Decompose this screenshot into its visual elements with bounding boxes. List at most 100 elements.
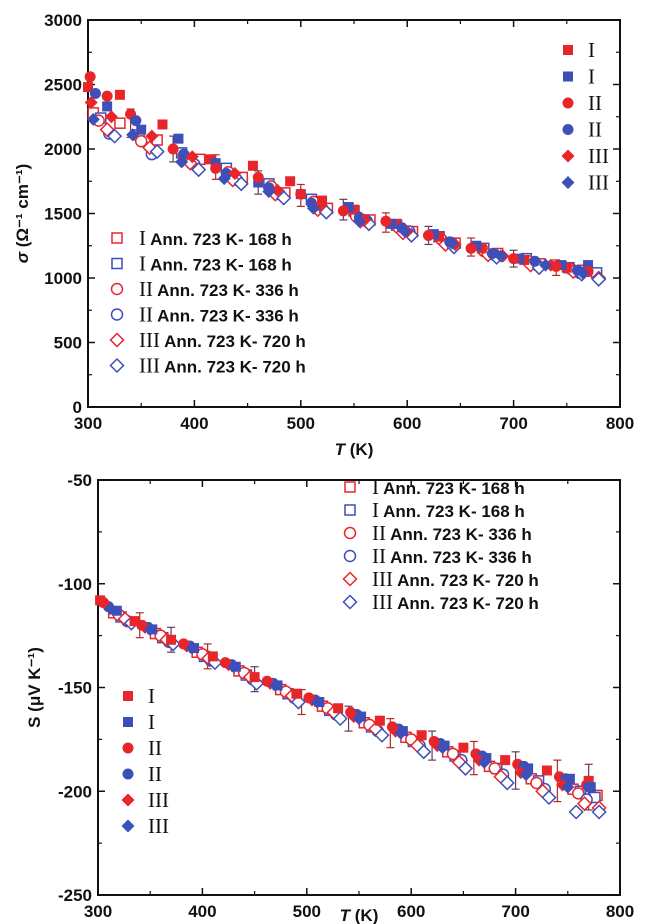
data-point xyxy=(561,780,575,794)
data-point xyxy=(295,188,307,200)
data-point xyxy=(445,236,459,250)
legend-label: I Ann. 723 K- 168 h xyxy=(139,252,292,276)
series-filled-circle-red xyxy=(97,596,593,791)
conductivity-chart: 300 400 500 600 700 800 0 500 1000 1500 2000 2500 30… xyxy=(13,11,634,459)
legend-entry: I Ann. 723 K- 168 h xyxy=(111,226,292,250)
legend-marker xyxy=(344,481,356,493)
legend-roman: II xyxy=(372,521,386,545)
data-point xyxy=(477,755,491,769)
legend-marker xyxy=(109,332,125,348)
legend-entry: I Ann. 723 K- 168 h xyxy=(344,498,525,522)
legend-label: II Ann. 723 K- 336 h xyxy=(139,277,299,301)
data-point xyxy=(494,249,508,263)
data-point xyxy=(130,115,142,127)
data-point xyxy=(499,775,515,791)
data-point xyxy=(185,150,199,164)
legend-label: II Ann. 723 K- 336 h xyxy=(372,521,532,545)
data-point xyxy=(458,742,469,753)
axis-ticks: 300 400 500 600 700 800 -250 -200 -150 -100 -50 xyxy=(58,471,634,921)
data-point xyxy=(126,128,140,142)
y-tick-label: -250 xyxy=(58,886,92,905)
legend-marker xyxy=(111,257,123,270)
x-tick-label: 800 xyxy=(606,414,634,433)
legend-label: I Ann. 723 K- 168 h xyxy=(372,475,525,499)
series-filled-circle-blue xyxy=(102,601,595,793)
seebeck-chart: 300 400 500 600 700 800-250-200-150-100-50 II… xyxy=(25,471,634,924)
data-point xyxy=(500,755,511,766)
data-point xyxy=(583,260,594,271)
legend-entry: I Ann. 723 K- 168 h xyxy=(344,475,525,499)
legend-marker xyxy=(342,571,358,587)
legend-label: II xyxy=(148,736,162,760)
x-axis-label: T (K) xyxy=(335,440,374,459)
legend-text: Ann. 723 K- 720 h xyxy=(393,594,539,613)
y-tick-label: 1500 xyxy=(44,205,82,224)
y-tick-label: -50 xyxy=(67,471,92,490)
x-tick-label: 800 xyxy=(606,902,634,921)
series-filled-square-red xyxy=(95,595,594,786)
data-point xyxy=(104,602,118,616)
legend-roman: I xyxy=(372,475,379,499)
data-point xyxy=(185,641,199,655)
data-point xyxy=(380,215,392,227)
data-point xyxy=(349,204,359,215)
legend-marker xyxy=(109,357,125,374)
data-point xyxy=(541,789,557,806)
legend-entry: I xyxy=(123,710,155,734)
y-tick-label: 0 xyxy=(73,398,82,417)
data-point xyxy=(457,760,474,776)
legend-label: III Ann. 723 K- 720 h xyxy=(372,590,539,614)
legend-entry: III xyxy=(561,171,609,195)
y-axis-label: S (μV K⁻¹) xyxy=(25,647,44,728)
legend-label: III xyxy=(588,144,609,168)
data-point xyxy=(591,271,607,287)
legend-text: Ann. 723 K- 720 h xyxy=(393,571,539,590)
legend-label: II xyxy=(148,762,162,786)
data-point xyxy=(416,744,432,760)
legend-label: I xyxy=(148,684,155,708)
x-tick-label: 700 xyxy=(501,902,529,921)
data-point xyxy=(102,101,113,112)
x-axis-unit: (K) xyxy=(350,906,378,924)
x-axis-variable: T xyxy=(335,440,347,459)
data-point xyxy=(268,678,282,692)
legend-marker xyxy=(121,793,135,807)
data-series xyxy=(83,71,607,287)
legend-marker xyxy=(122,768,134,780)
legend-entry: II Ann. 723 K- 336 h xyxy=(110,303,299,327)
data-point xyxy=(446,747,460,761)
data-point xyxy=(114,117,126,129)
data-point xyxy=(391,218,402,229)
data-point xyxy=(86,112,100,126)
data-point xyxy=(343,202,354,213)
data-point xyxy=(422,229,434,241)
data-point xyxy=(166,634,177,645)
y-tick-label: 2000 xyxy=(44,140,82,159)
legend-marker xyxy=(343,549,357,563)
legend-label: II Ann. 723 K- 336 h xyxy=(372,544,532,568)
legend-label: III Ann. 723 K- 720 h xyxy=(139,354,306,378)
legend-entry: I xyxy=(123,684,155,708)
y-axis-unit: (μV K⁻¹) xyxy=(25,647,44,716)
legend-marker xyxy=(562,97,574,109)
legend-roman: II xyxy=(139,303,153,327)
legend-marker xyxy=(110,282,124,296)
data-point xyxy=(568,804,584,820)
data-point xyxy=(333,703,344,714)
data-point xyxy=(571,787,585,800)
data-point xyxy=(270,183,284,197)
data-point xyxy=(207,651,218,662)
series-open-circle-red xyxy=(92,114,578,276)
x-axis-variable: T xyxy=(340,906,352,924)
data-point xyxy=(145,129,159,143)
x-tick-label: 600 xyxy=(393,414,421,433)
legend-entry: II xyxy=(122,736,162,760)
legend-entry: II Ann. 723 K- 336 h xyxy=(110,277,299,301)
data-point xyxy=(519,768,533,782)
legend-label: I Ann. 723 K- 168 h xyxy=(372,498,525,522)
legend-entry: II Ann. 723 K- 336 h xyxy=(343,521,532,545)
x-tick-label: 400 xyxy=(188,902,216,921)
data-point xyxy=(84,96,98,110)
y-axis-unit: (Ω⁻¹ cm⁻¹) xyxy=(13,164,32,252)
legend-marker xyxy=(342,594,358,610)
